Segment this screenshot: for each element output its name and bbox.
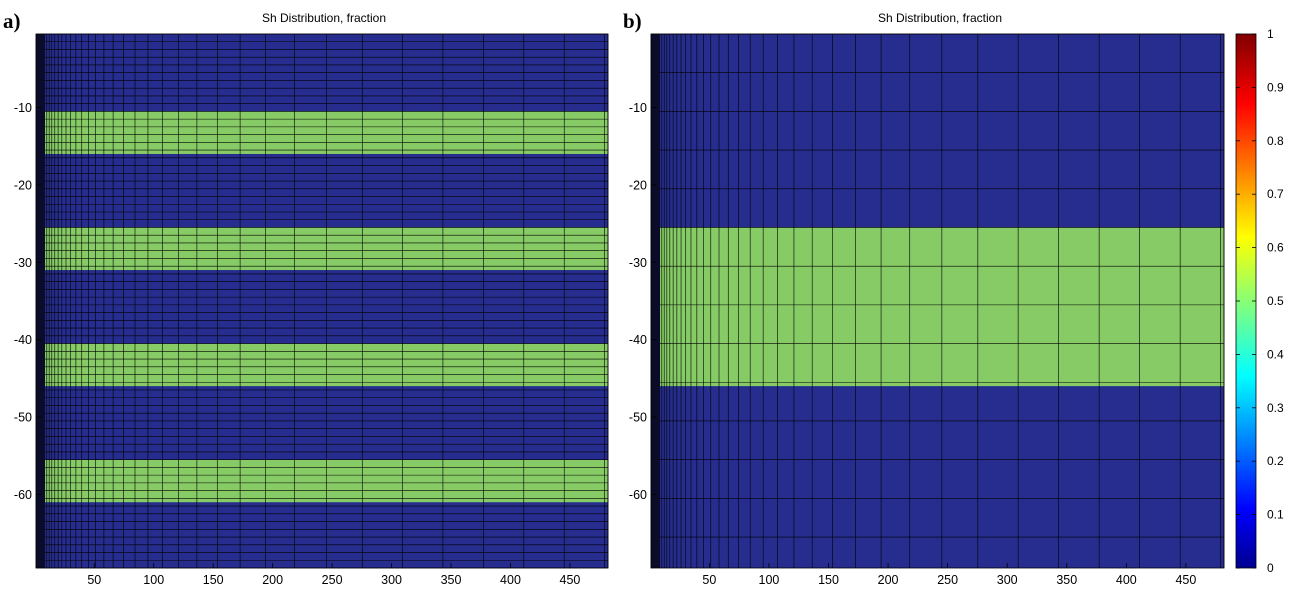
panel-b-xtick-label: 350 (1056, 573, 1077, 587)
panel-b-xtick-label: 200 (878, 573, 899, 587)
panel-a-title: Sh Distribution, fraction (262, 11, 386, 25)
colorbar-tick-label: 0.5 (1267, 294, 1284, 308)
panel-a-xtick-label: 300 (381, 573, 402, 587)
panel-b-xtick-label: 50 (702, 573, 716, 587)
panel-a: a) Sh Distribution, fraction 50 100 150 200… (3, 9, 609, 587)
panel-a-wellbore-edge (36, 34, 45, 568)
panel-b-ytick-label: -40 (629, 333, 647, 347)
panel-a-xtick-label: 250 (322, 573, 343, 587)
panel-b-ytick-label: -20 (629, 178, 647, 192)
panel-b-ticks: 50 100 150 200 250 300 350 400 450 -10 -20 -30 -40 -5… (629, 101, 1196, 587)
panel-a-xtick-label: 400 (500, 573, 521, 587)
colorbar-tick-label: 0.2 (1267, 454, 1284, 468)
panel-a-ticks: 50 100 150 200 250 300 350 400 450 -10 -20 -30 -40 -5… (14, 101, 580, 587)
colorbar-tick-label: 0.3 (1267, 401, 1284, 415)
panel-b-xtick-label: 100 (759, 573, 780, 587)
panel-b-title: Sh Distribution, fraction (878, 11, 1002, 25)
panel-b-wellbore-edge (651, 34, 660, 568)
panel-a-xtick-label: 350 (441, 573, 462, 587)
panel-b-xtick-label: 400 (1116, 573, 1137, 587)
panel-a-hydrate-band-4 (36, 459, 608, 503)
colorbar-tick-label: 1 (1267, 27, 1274, 41)
colorbar: 0 0.1 0.2 0.3 0.4 0.5 0.6 0.7 0.8 0.9 1 (1235, 27, 1284, 575)
panel-a-ytick-label: -30 (14, 256, 32, 270)
panel-b-xtick-label: 300 (997, 573, 1018, 587)
panel-a-plot-area (35, 33, 609, 569)
panel-a-xtick-label: 100 (143, 573, 164, 587)
panel-a-label: a) (3, 9, 21, 33)
panel-a-ytick-label: -60 (14, 488, 32, 502)
panel-b-ytick-label: -50 (629, 411, 647, 425)
panel-b-frame (650, 33, 1225, 569)
colorbar-tick-label: 0.1 (1267, 508, 1284, 522)
panel-a-frame (35, 33, 609, 569)
panel-b-ytick-label: -60 (629, 488, 647, 502)
colorbar-tick-label: 0.4 (1267, 347, 1284, 361)
panel-a-xtick-label: 200 (262, 573, 283, 587)
panel-a-ytick-label: -10 (14, 101, 32, 115)
panel-a-xtick-label: 450 (560, 573, 581, 587)
panel-b-xtick-label: 250 (937, 573, 958, 587)
panel-a-xtick-label: 50 (87, 573, 101, 587)
colorbar-ticks: 0 0.1 0.2 0.3 0.4 0.5 0.6 0.7 0.8 0.9 1 (1236, 27, 1284, 575)
panel-a-hydrate-band-2 (36, 227, 608, 271)
panel-a-ytick-label: -40 (14, 333, 32, 347)
panel-b-hydrate-band-1 (651, 227, 1224, 387)
panel-b-ytick-label: -30 (629, 256, 647, 270)
panel-b-ytick-label: -10 (629, 101, 647, 115)
panel-a-hydrate-band-3 (36, 343, 608, 387)
panel-a-grid (35, 33, 609, 569)
colorbar-tick-label: 0.8 (1267, 134, 1284, 148)
panel-b: b) Sh Distribution, fraction 50 100 150 200… (623, 9, 1225, 587)
panel-a-hydrate-band-1 (36, 111, 608, 154)
panel-a-xtick-label: 150 (203, 573, 224, 587)
panel-b-xtick-label: 150 (818, 573, 839, 587)
colorbar-tick-label: 0.9 (1267, 80, 1284, 94)
panel-b-plot-area (650, 33, 1225, 569)
colorbar-tick-label: 0 (1267, 561, 1274, 575)
colorbar-tick-label: 0.6 (1267, 241, 1284, 255)
colorbar-tick-label: 0.7 (1267, 187, 1284, 201)
panel-a-ytick-label: -20 (14, 178, 32, 192)
panel-b-xtick-label: 450 (1175, 573, 1196, 587)
panel-a-ytick-label: -50 (14, 411, 32, 425)
panel-b-label: b) (623, 9, 642, 33)
